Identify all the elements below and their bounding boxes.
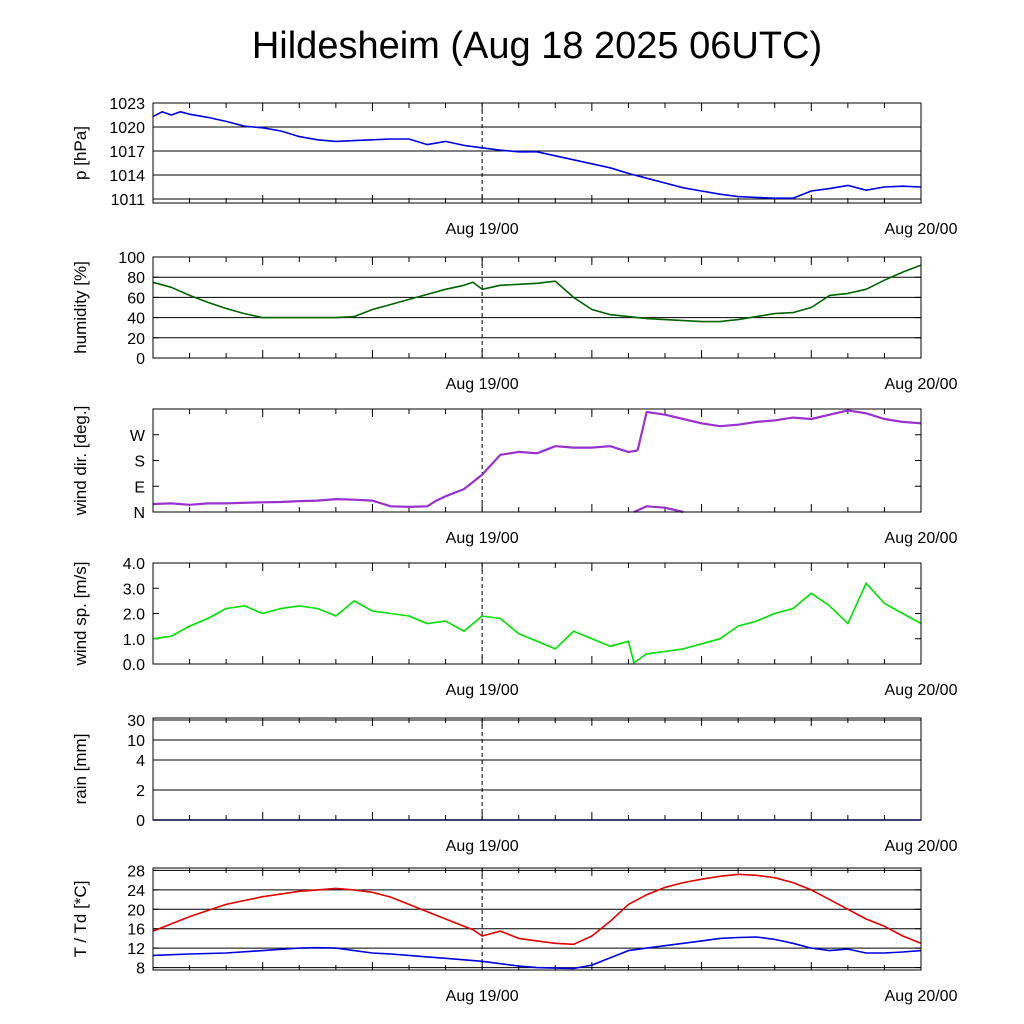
- y-tick-label: 0: [136, 813, 145, 830]
- panel-3: 0.0 1.0 2.0 3.0 4.0 wind sp. [m/s] Aug 19/00 Au…: [71, 556, 958, 699]
- y-axis-label: wind dir. [deg.]: [71, 406, 90, 517]
- x-tick-label: Aug 19/00: [446, 221, 519, 238]
- panel-frame: [152, 102, 922, 204]
- y-tick-label: 30: [127, 713, 145, 730]
- panel-5: 28 24 20 16 12 8 T / Td [*C] Aug 19/00 Aug 20/00: [71, 863, 958, 1005]
- y-tick-label: 2.0: [123, 607, 145, 624]
- y-tick-label: 10: [127, 733, 145, 750]
- series-line-0: [152, 873, 922, 946]
- series-line-0: [152, 111, 922, 199]
- x-tick-label: Aug 19/00: [446, 988, 519, 1005]
- panel-frame: [152, 562, 922, 665]
- x-tick-label: Aug 20/00: [885, 221, 958, 238]
- y-tick-label: 3.0: [123, 581, 145, 598]
- y-tick-label: 60: [127, 290, 145, 307]
- y-tick-label: 8: [136, 961, 145, 978]
- series-line-0: [152, 264, 922, 323]
- y-tick-label: 0.0: [123, 657, 145, 674]
- x-tick-label: Aug 19/00: [446, 838, 519, 855]
- y-axis-label: humidity [%]: [71, 261, 90, 354]
- y-tick-label: 1011: [111, 192, 146, 209]
- panel-frame: [152, 256, 922, 359]
- y-tick-label: W: [130, 428, 146, 445]
- panel-frame: [152, 408, 922, 513]
- y-tick-label: 12: [127, 941, 145, 958]
- x-tick-label: Aug 19/00: [446, 682, 519, 699]
- panel-frame: [152, 717, 922, 821]
- y-tick-label: 28: [127, 863, 145, 880]
- x-tick-label: Aug 20/00: [885, 530, 958, 547]
- series-line-1: [152, 936, 922, 970]
- x-tick-label: Aug 20/00: [885, 376, 958, 393]
- y-axis-label: wind sp. [m/s]: [71, 562, 90, 667]
- y-tick-label: 1020: [109, 120, 145, 137]
- panel-1: 100 80 60 40 20 0 humidity [%] Aug 19/00 Aug 20/…: [71, 250, 958, 393]
- x-tick-label: Aug 20/00: [885, 838, 958, 855]
- y-tick-label: S: [134, 454, 145, 471]
- y-tick-label: 1017: [109, 144, 145, 161]
- y-tick-label: 24: [127, 883, 145, 900]
- y-tick-label: 100: [118, 250, 145, 267]
- series-line-0: [152, 445, 638, 508]
- y-tick-label: 1.0: [123, 632, 145, 649]
- y-axis-label: p [hPa]: [71, 126, 90, 180]
- x-tick-label: Aug 20/00: [885, 988, 958, 1005]
- y-tick-label: 4: [136, 753, 145, 770]
- x-tick-label: Aug 19/00: [446, 376, 519, 393]
- x-tick-label: Aug 20/00: [885, 682, 958, 699]
- y-tick-label: 16: [127, 922, 145, 939]
- series-line-0: [152, 582, 922, 664]
- y-tick-label: 2: [136, 783, 145, 800]
- y-tick-label: 4.0: [123, 556, 145, 573]
- y-tick-label: 20: [127, 331, 145, 348]
- y-axis-label: T / Td [*C]: [71, 881, 90, 958]
- series-line-2: [633, 505, 684, 514]
- panel-4: 0 2 4 10 30 rain [mm] Aug 19/00 Aug 20/00: [71, 713, 958, 855]
- y-axis-label: rain [mm]: [71, 734, 90, 805]
- y-tick-label: 1014: [109, 168, 145, 185]
- panel-0: 1023 1020 1017 1014 1011 p [hPa] Aug 19/00 Aug …: [71, 96, 958, 238]
- series-line-1: [636, 409, 922, 451]
- y-tick-label: 1023: [109, 96, 145, 113]
- y-tick-label: 80: [127, 270, 145, 287]
- y-tick-label: 0: [136, 351, 145, 368]
- y-tick-label: E: [134, 479, 145, 496]
- y-tick-label: N: [133, 505, 145, 522]
- panel-frame: [152, 867, 922, 971]
- y-tick-label: 40: [127, 311, 145, 328]
- chart-title: Hildesheim (Aug 18 2025 06UTC): [252, 25, 822, 67]
- y-tick-label: 20: [127, 902, 145, 919]
- x-tick-label: Aug 19/00: [446, 530, 519, 547]
